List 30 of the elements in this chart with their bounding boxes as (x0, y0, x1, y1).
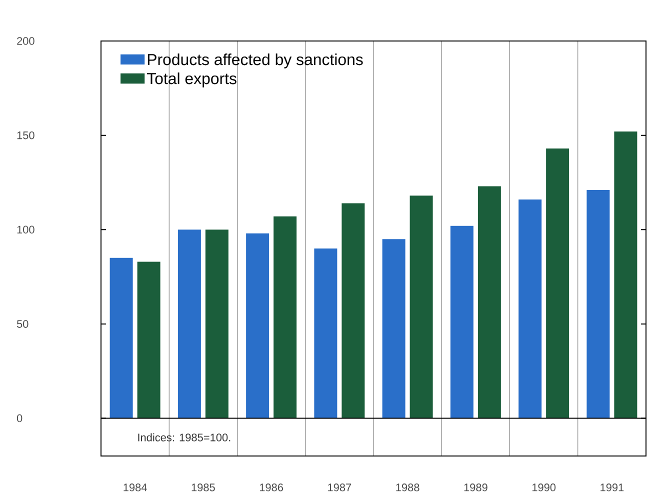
y-tick-label: 0 (16, 414, 22, 422)
legend-label: Total exports (146, 72, 236, 88)
bar (450, 226, 474, 418)
x-tick-label: 1986 (260, 484, 284, 492)
x-tick-label: 1985 (192, 484, 215, 492)
bar (342, 203, 365, 418)
x-tick-label: 1988 (396, 484, 420, 492)
bar (178, 230, 201, 418)
x-tick-label: 1991 (600, 484, 624, 492)
y-tick-label: 50 (16, 320, 28, 328)
bar (205, 230, 228, 418)
bar (314, 248, 338, 418)
x-tick-label: 1987 (328, 484, 352, 492)
x-tick-label: 1990 (532, 484, 556, 492)
x-tick-label: 1984 (124, 484, 147, 492)
bar (274, 216, 297, 418)
bar (382, 239, 406, 418)
bar (614, 132, 638, 418)
bar (478, 186, 501, 418)
y-tick-label: 100 (17, 226, 34, 234)
x-tick-label: 1989 (464, 484, 488, 492)
bar (410, 196, 433, 418)
bar (110, 258, 133, 418)
bar (518, 199, 542, 418)
bar (137, 262, 160, 418)
bar (586, 190, 610, 418)
bar (546, 148, 570, 418)
y-tick-label: 200 (17, 37, 34, 45)
y-tick-label: 150 (17, 131, 34, 140)
bar (246, 233, 270, 418)
